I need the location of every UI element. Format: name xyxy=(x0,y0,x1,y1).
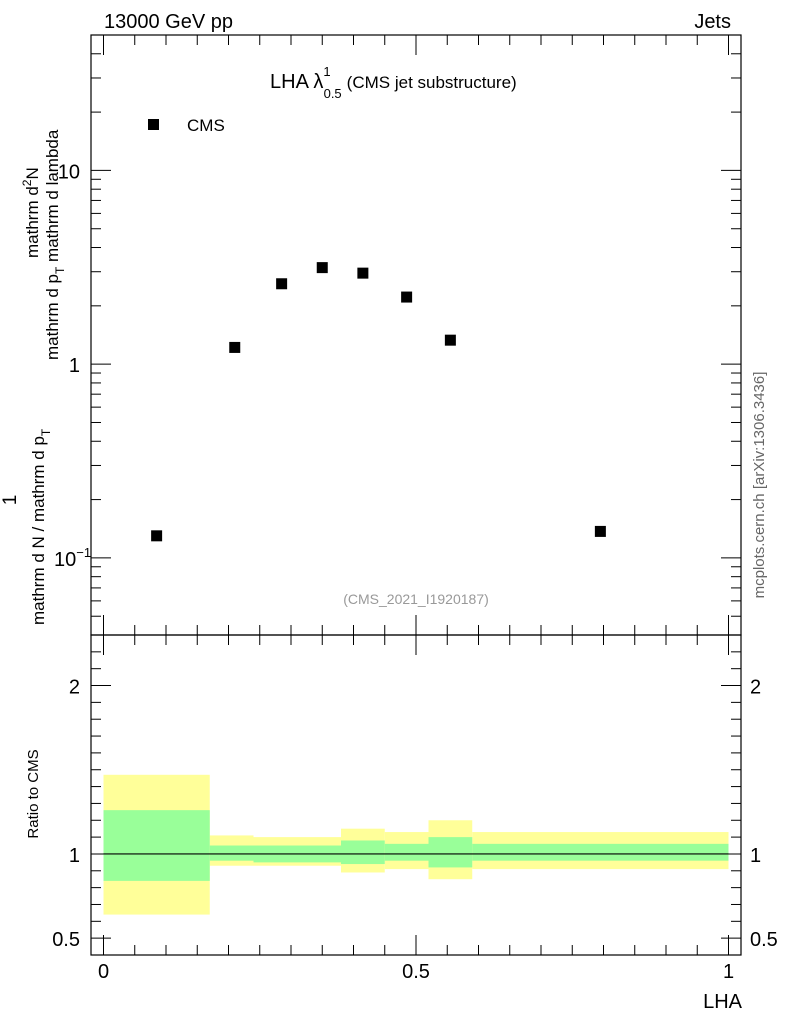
ratio-inner-band xyxy=(384,843,429,861)
y-denominator-sub: T xyxy=(39,428,53,436)
y-axis-label-denominator2: mathrm d pT mathrm d lambda xyxy=(43,129,67,360)
y-tick-label: 10 xyxy=(58,161,80,183)
y-den2-rest: mathrm d lambda xyxy=(43,129,62,267)
data-point xyxy=(444,334,456,346)
title-suffix: (CMS jet substructure) xyxy=(347,73,517,92)
data-point xyxy=(276,278,288,290)
legend-marker xyxy=(148,119,159,130)
y-tick-label: 1 xyxy=(69,355,80,377)
y-den2-sub: T xyxy=(53,266,67,274)
ratio-inner-band xyxy=(428,837,473,868)
data-point xyxy=(229,341,241,353)
data-point xyxy=(594,525,606,537)
y-axis-label-numerator: 1 xyxy=(0,495,21,506)
annotations: 13000 GeV pp Jets LHA λ1 0.5(CMS jet subs… xyxy=(0,11,768,1013)
ratio-y-axis-label: Ratio to CMS xyxy=(25,749,42,838)
x-tick-label: 1 xyxy=(723,961,734,983)
ratio-y-tick-label-right: 0.5 xyxy=(750,929,778,951)
header-energy-label: 13000 GeV pp xyxy=(104,11,233,33)
ratio-inner-band xyxy=(472,843,729,861)
y-axis-label-denominator: mathrm d N / mathrm d pT xyxy=(29,428,53,625)
x-tick-label: 0.5 xyxy=(402,961,430,983)
ratio-y-tick-label-left: 0.5 xyxy=(52,929,80,951)
legend-label: CMS xyxy=(187,116,225,135)
title-prefix: LHA λ xyxy=(270,71,323,93)
title-sub: 0.5 xyxy=(324,86,342,101)
data-point xyxy=(316,262,328,274)
data-point xyxy=(357,267,369,279)
side-source-label: mcplots.cern.ch [arXiv:1306.3436] xyxy=(751,372,768,599)
ratio-y-tick-label-left: 2 xyxy=(69,677,80,699)
y-num2-text: mathrm d xyxy=(23,186,42,258)
analysis-id: (CMS_2021_I1920187) xyxy=(343,591,489,607)
header-jets-label: Jets xyxy=(694,11,731,33)
ratio-inner-band xyxy=(341,840,385,865)
x-axis-label: LHA xyxy=(703,991,743,1013)
ratio-panel: 0.5 0.5 1 1 2 2 0 0.5 1 xyxy=(52,634,778,983)
plot-title: LHA λ1 0.5 (CMS jet substructure) xyxy=(270,64,517,101)
y-axis-label-numerator2: mathrm d2N xyxy=(20,167,42,258)
title-sup: 1 xyxy=(323,64,330,79)
data-point xyxy=(151,530,163,542)
y-denominator-text: mathrm d N / mathrm d p xyxy=(29,436,48,625)
main-panel: 10−1 1 10 xyxy=(54,34,742,636)
ratio-y-tick-label-right: 2 xyxy=(750,677,761,699)
ratio-y-tick-label-right: 1 xyxy=(750,845,761,867)
y-num2-rest: N xyxy=(23,167,42,179)
ratio-y-tick-label-left: 1 xyxy=(69,845,80,867)
ratio-inner-band xyxy=(103,810,210,881)
data-point xyxy=(401,291,413,303)
y-num2-sup: 2 xyxy=(20,179,34,186)
y-tick-label: 10−1 xyxy=(54,545,91,571)
ratio-inner-band xyxy=(209,845,254,861)
y-den2-text: mathrm d p xyxy=(43,274,62,360)
x-tick-label: 0 xyxy=(98,961,109,983)
